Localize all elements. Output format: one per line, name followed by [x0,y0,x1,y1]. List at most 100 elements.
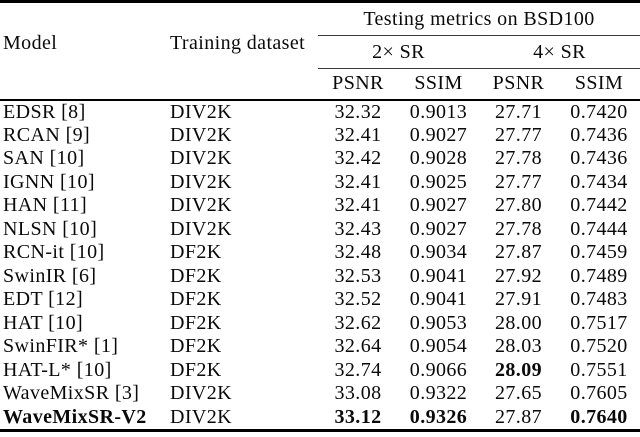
ssim-2x-cell: 0.9054 [409,335,468,358]
header-row-scale-groups: 2× SR 4× SR [0,35,640,69]
model-cell: EDSR [8] [3,100,86,123]
model-cell: IGNN [10] [3,170,95,193]
psnr-2x-cell: 33.12 [334,405,382,428]
column-header-psnr-2x: PSNR [318,68,398,101]
ssim-4x-cell: 0.7420 [570,100,628,123]
ssim-2x-cell: 0.9053 [409,311,468,334]
table-row: RCN-it [10] DF2K 32.48 0.9034 27.87 0.7459 [0,241,640,265]
column-header-ssim-4x: SSIM [558,68,640,101]
ssim-2x-cell: 0.9027 [409,123,468,146]
model-cell: HAT-L* [10] [3,358,112,381]
ssim-4x-cell: 0.7436 [570,123,628,146]
training-cell: DIV2K [170,217,232,240]
psnr-2x-cell: 32.62 [334,311,382,334]
model-cell: WaveMixSR-V2 [3,405,147,428]
table-row: HAT-L* [10] DF2K 32.74 0.9066 28.09 0.7551 [0,359,640,383]
psnr-2x-cell: 32.64 [334,335,382,358]
ssim-2x-cell: 0.9027 [409,194,468,217]
table-row: EDSR [8] DIV2K 32.32 0.9013 27.71 0.7420 [0,100,640,124]
header-row-testing-group: Model Training dataset Testing metrics o… [0,1,640,101]
model-cell: RCN-it [10] [3,241,105,264]
training-cell: DIV2K [170,194,232,217]
psnr-4x-cell: 27.80 [495,194,542,217]
psnr-4x-cell: 27.87 [495,405,542,428]
model-cell: HAT [10] [3,311,84,334]
ssim-4x-cell: 0.7434 [570,170,628,193]
psnr-2x-cell: 32.74 [334,358,382,381]
psnr-2x-cell: 32.43 [334,217,382,240]
table-row: SwinIR [6] DF2K 32.53 0.9041 27.92 0.7489 [0,265,640,289]
ssim-4x-cell: 0.7517 [570,311,628,334]
psnr-2x-cell: 32.48 [334,241,382,264]
column-group-testing-metrics: Testing metrics on BSD100 [318,1,640,36]
ssim-4x-cell: 0.7436 [570,147,628,170]
ssim-4x-cell: 0.7483 [570,288,628,311]
psnr-4x-cell: 28.03 [495,335,542,358]
table-row: HAT [10] DF2K 32.62 0.9053 28.00 0.7517 [0,312,640,336]
training-cell: DIV2K [170,123,232,146]
training-cell: DIV2K [170,170,232,193]
model-cell: SwinIR [6] [3,264,97,287]
ssim-4x-cell: 0.7551 [570,358,628,381]
ssim-4x-cell: 0.7459 [570,241,628,264]
psnr-2x-cell: 32.41 [334,170,382,193]
ssim-2x-cell: 0.9034 [409,241,468,264]
training-cell: DIV2K [170,147,232,170]
ssim-2x-cell: 0.9066 [409,358,468,381]
psnr-4x-cell: 27.87 [495,241,542,264]
column-group-4x-sr: 4× SR [479,35,640,69]
ssim-2x-cell: 0.9027 [409,217,468,240]
table-row: IGNN [10] DIV2K 32.41 0.9025 27.77 0.7434 [0,171,640,195]
ssim-4x-cell: 0.7444 [570,217,628,240]
model-cell: WaveMixSR [3] [3,382,140,405]
training-cell: DF2K [170,288,222,311]
training-cell: DF2K [170,335,222,358]
table-body: EDSR [8] DIV2K 32.32 0.9013 27.71 0.7420 RCAN … [0,100,640,431]
model-cell: SwinFIR* [1] [3,335,119,358]
ssim-4x-cell: 0.7605 [570,382,628,405]
ssim-4x-cell: 0.7489 [570,264,628,287]
table-row: SAN [10] DIV2K 32.42 0.9028 27.78 0.7436 [0,147,640,171]
header-row-metrics: PSNR SSIM PSNR SSIM [0,68,640,101]
model-cell: EDT [12] [3,288,84,311]
psnr-4x-cell: 27.78 [495,147,542,170]
training-cell: DIV2K [170,405,232,428]
table-row: WaveMixSR [3] DIV2K 33.08 0.9322 27.65 0.7605 [0,382,640,406]
model-cell: SAN [10] [3,147,85,170]
psnr-4x-cell: 27.71 [495,100,542,123]
psnr-4x-cell: 27.65 [495,382,542,405]
ssim-2x-cell: 0.9322 [409,382,468,405]
ssim-2x-cell: 0.9028 [409,147,468,170]
training-cell: DF2K [170,358,222,381]
psnr-4x-cell: 27.77 [495,170,542,193]
psnr-2x-cell: 32.53 [334,264,382,287]
ssim-2x-cell: 0.9326 [409,405,468,428]
model-cell: HAN [11] [3,194,88,217]
training-cell: DF2K [170,241,222,264]
psnr-4x-cell: 27.77 [495,123,542,146]
training-cell: DIV2K [170,382,232,405]
column-header-psnr-4x: PSNR [479,68,558,101]
psnr-2x-cell: 32.42 [334,147,382,170]
table-row: WaveMixSR-V2 DIV2K 33.12 0.9326 27.87 0.7640 [0,406,640,431]
table-row: EDT [12] DF2K 32.52 0.9041 27.91 0.7483 [0,288,640,312]
table-row: RCAN [9] DIV2K 32.41 0.9027 27.77 0.7436 [0,124,640,148]
table-row: HAN [11] DIV2K 32.41 0.9027 27.80 0.7442 [0,194,640,218]
psnr-4x-cell: 28.09 [495,358,542,381]
training-cell: DIV2K [170,100,232,123]
training-cell: DF2K [170,264,222,287]
model-cell: RCAN [9] [3,123,91,146]
ssim-2x-cell: 0.9013 [409,100,468,123]
column-header-model: Model [0,1,168,101]
model-cell: NLSN [10] [3,217,98,240]
psnr-2x-cell: 33.08 [334,382,382,405]
psnr-2x-cell: 32.32 [334,100,382,123]
ssim-4x-cell: 0.7442 [570,194,628,217]
ssim-2x-cell: 0.9041 [409,264,468,287]
column-group-2x-sr: 2× SR [318,35,479,69]
table-header: Model Training dataset Testing metrics o… [0,1,640,101]
table-row: NLSN [10] DIV2K 32.43 0.9027 27.78 0.7444 [0,218,640,242]
psnr-2x-cell: 32.41 [334,123,382,146]
